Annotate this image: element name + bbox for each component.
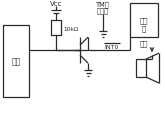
Text: 读卡头: 读卡头 bbox=[97, 7, 109, 13]
Text: 机: 机 bbox=[142, 26, 146, 32]
Text: 单片: 单片 bbox=[140, 18, 148, 24]
Text: TM卡: TM卡 bbox=[96, 1, 110, 7]
Text: Vcc: Vcc bbox=[50, 1, 62, 7]
Text: 替换: 替换 bbox=[140, 40, 148, 47]
Bar bbox=[136, 60, 146, 77]
Bar bbox=[130, 4, 158, 38]
Bar bbox=[3, 26, 29, 97]
Bar bbox=[51, 21, 61, 36]
Text: 主机: 主机 bbox=[11, 57, 21, 66]
Text: 10kΩ: 10kΩ bbox=[63, 26, 78, 31]
Text: INT0: INT0 bbox=[105, 44, 119, 49]
